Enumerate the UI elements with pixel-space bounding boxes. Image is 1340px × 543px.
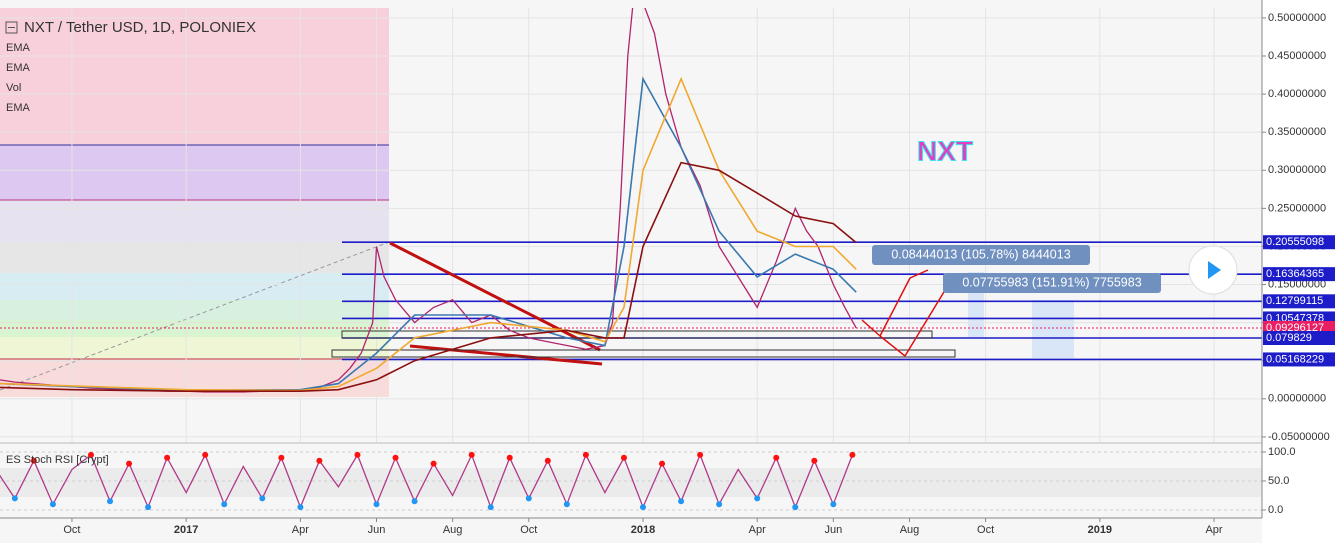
series (0, 8, 857, 393)
level-label: 0.079829 (1266, 332, 1312, 344)
extreme-dot (487, 504, 494, 511)
series-line (0, 76, 857, 392)
series-line (0, 453, 854, 509)
extreme-dot (678, 498, 685, 505)
extreme-dot (259, 495, 266, 502)
x-tick-label: Apr (749, 524, 766, 536)
extreme-dot (202, 451, 209, 458)
extreme-dot (354, 451, 361, 458)
x-tick-label: Apr (292, 524, 309, 536)
extreme-dot (316, 457, 323, 464)
x-tick-label: 2017 (174, 524, 198, 536)
symbol-annotation: NXT (917, 135, 973, 166)
y-tick-label: 0.00000000 (1268, 393, 1326, 405)
x-tick-label: Apr (1205, 524, 1222, 536)
level-tag (1263, 352, 1335, 367)
extreme-dot (30, 457, 37, 464)
extreme-dot (49, 501, 56, 508)
indicator-label: EMA (6, 102, 31, 114)
extreme-dot (544, 457, 551, 464)
collapse-button[interactable] (5, 21, 18, 34)
indicator-label: Vol (6, 82, 21, 94)
y-tick-label: -0.05000000 (1268, 431, 1330, 443)
extreme-dot (525, 495, 532, 502)
extreme-dot (126, 460, 133, 467)
extreme-dot (659, 460, 666, 467)
axes: 0.50000000 0.45000000 0.40000000 0.35000000… (63, 12, 1335, 536)
y-tick-label: 0.25000000 (1268, 202, 1326, 214)
measure-box (872, 245, 1090, 265)
level-tag (1263, 294, 1335, 309)
range-box (1032, 300, 1074, 358)
extreme-dot (107, 498, 114, 505)
extreme-dot (849, 451, 856, 458)
extreme-dot (297, 504, 304, 511)
extreme-dot (87, 451, 94, 458)
level-tag (1263, 330, 1335, 345)
extreme-dot (754, 495, 761, 502)
x-tick-label: Aug (443, 524, 463, 536)
measure-label: 0.08444013 (105.78%) 8444013 (891, 247, 1070, 261)
y-tick-label: 0.40000000 (1268, 88, 1326, 100)
x-tick-label: 2018 (631, 524, 655, 536)
extreme-dot (468, 451, 475, 458)
y-tick-label: 0.0 (1268, 504, 1283, 516)
extreme-dot (506, 454, 513, 461)
series-line (0, 161, 857, 392)
play-icon (1208, 261, 1221, 279)
extreme-dot (430, 460, 437, 467)
x-tick-label: Oct (977, 524, 994, 536)
chart-title: NXT / Tether USD, 1D, POLONIEX (24, 19, 256, 36)
stoch-title: ES Stoch RSI [Crypt] (6, 454, 109, 466)
x-tick-label: Jun (368, 524, 386, 536)
extreme-dot (830, 501, 837, 508)
indicator-label: EMA (6, 62, 31, 74)
y-tick-label: 0.30000000 (1268, 164, 1326, 176)
level-label: 0.16364365 (1266, 268, 1324, 280)
level-tag (1263, 267, 1335, 282)
x-tick-label: Aug (900, 524, 920, 536)
x-tick-label: 2019 (1088, 524, 1112, 536)
extreme-dot (164, 454, 171, 461)
measure-label: 0.07755983 (151.91%) 7755983 (962, 275, 1141, 289)
level-tag (1263, 235, 1335, 250)
extreme-dot (639, 504, 646, 511)
fib-zones (0, 8, 390, 397)
extreme-dot (811, 457, 818, 464)
y-tick-label: 0.45000000 (1268, 50, 1326, 62)
indicator-label: EMA (6, 42, 31, 54)
extreme-dot (278, 454, 285, 461)
level-label: 0.09296127 (1266, 322, 1324, 334)
extreme-dot (716, 501, 723, 508)
extreme-dot (11, 495, 18, 502)
grid (0, 8, 1262, 443)
measure-box (943, 273, 1161, 293)
y-tick-label: 0.50000000 (1268, 12, 1326, 24)
extreme-dot (620, 454, 627, 461)
y-tick-label: 100.0 (1268, 446, 1296, 458)
y-tick-label: 0.35000000 (1268, 126, 1326, 138)
stoch-panel (0, 451, 1262, 511)
extreme-dot (392, 454, 399, 461)
extreme-dot (697, 451, 704, 458)
extreme-dot (145, 504, 152, 511)
level-label: 0.12799115 (1266, 295, 1323, 307)
extreme-dot (773, 454, 780, 461)
extreme-dot (582, 451, 589, 458)
drawings (331, 241, 956, 366)
x-tick-label: Jun (824, 524, 842, 536)
level-label: 0.20555098 (1266, 236, 1324, 248)
extreme-dot (221, 501, 228, 508)
level-label: 0.05168229 (1266, 353, 1324, 365)
x-tick-label: Oct (63, 524, 80, 536)
extreme-dot (373, 501, 380, 508)
extreme-dot (563, 501, 570, 508)
extreme-dot (411, 498, 418, 505)
y-tick-label: 0.15000000 (1268, 278, 1326, 290)
extreme-dot (792, 504, 799, 511)
y-tick-label: 50.0 (1268, 475, 1289, 487)
x-tick-label: Oct (520, 524, 537, 536)
